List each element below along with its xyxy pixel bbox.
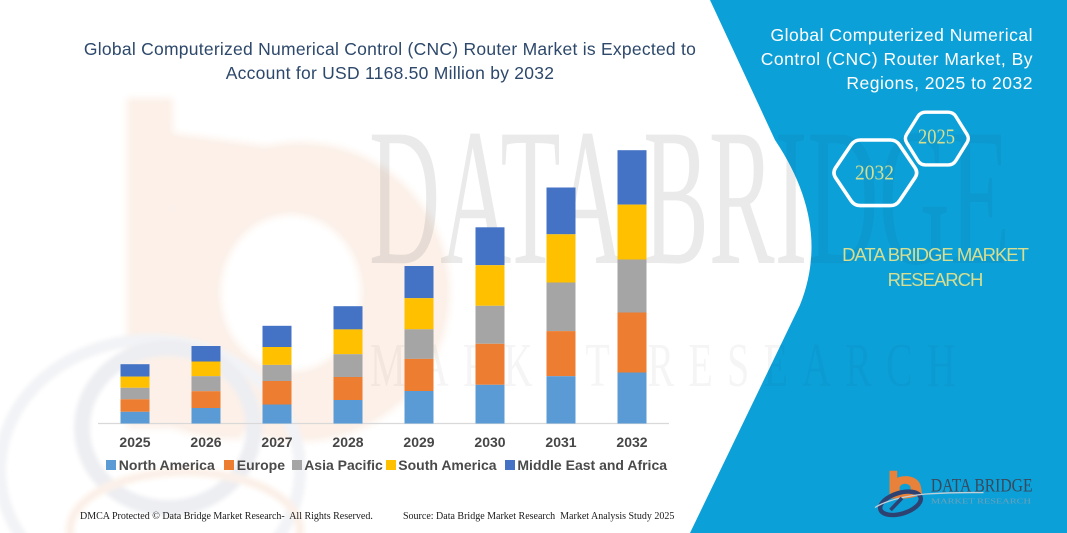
svg-text:MARKET RESEARCH: MARKET RESEARCH [931, 497, 1031, 505]
svg-text:2025: 2025 [918, 125, 955, 149]
svg-text:2032: 2032 [855, 161, 894, 185]
svg-text:DATA BRIDGE: DATA BRIDGE [931, 475, 1033, 496]
